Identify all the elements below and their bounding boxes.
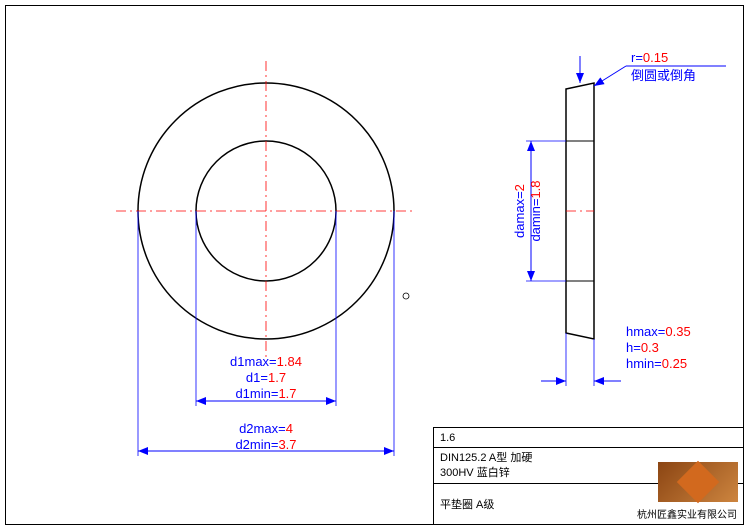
- d2max-text: d2max=4: [239, 421, 293, 436]
- d1min-text: d1min=1.7: [235, 386, 296, 401]
- r-text: r=0.15: [631, 50, 668, 65]
- r-note-text: 倒圆或倒角: [631, 68, 696, 83]
- hmin-text: hmin=0.25: [626, 356, 687, 371]
- side-view: [566, 83, 594, 339]
- dim-r-leader: [594, 66, 626, 86]
- drawing-frame: d1max=1.84 d1=1.7 d1min=1.7 d2max=4 d2mi…: [5, 5, 744, 525]
- damax-text: damax=2: [512, 184, 527, 238]
- tb-row4: 平垫圈 A级 杭州匠鑫实业有限公司: [434, 484, 743, 524]
- hmax-text: hmax=0.35: [626, 324, 691, 339]
- h-text: h=0.3: [626, 340, 659, 355]
- damin-text: damin=1.8: [528, 180, 543, 241]
- company-logo: [658, 462, 738, 502]
- title-block: 1.6 DIN125.2 A型 加硬 300HV 蓝白锌 平垫圈 A级 杭州匠鑫…: [433, 427, 743, 524]
- d1max-text: d1max=1.84: [230, 354, 302, 369]
- tb-row1: 1.6: [434, 428, 743, 448]
- d1-text: d1=1.7: [246, 370, 286, 385]
- d2min-text: d2min=3.7: [235, 437, 296, 452]
